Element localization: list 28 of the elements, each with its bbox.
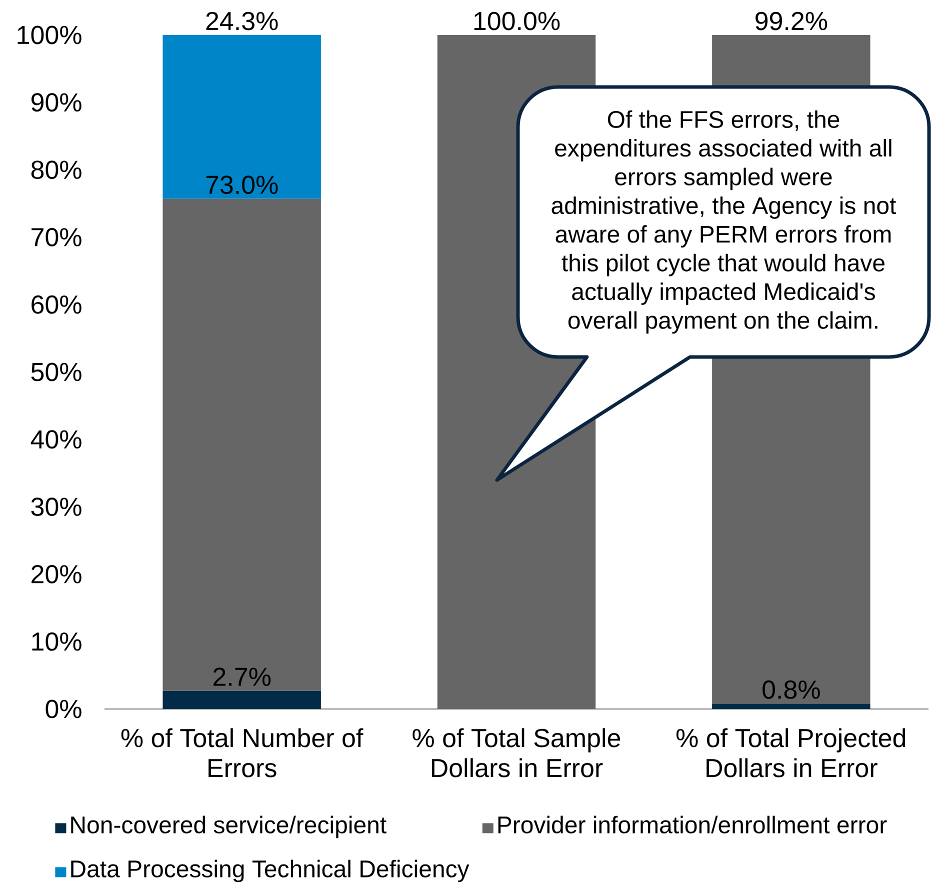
bar [162, 198, 321, 691]
y-tick-label: 90% [31, 93, 82, 112]
y-tick-label: 0% [46, 700, 82, 718]
annotation: Of the FFS errors, the expenditures associated with all errors sampled were administrative, the Agency is not aware of any PERM errors from this pilot cycle that would have actually impacted Medicaid's overall payment on the claim. [552, 110, 896, 334]
y-tick-label: 70% [32, 228, 82, 246]
data-label: 24.3% [206, 12, 278, 30]
data-label: 100.0% [474, 12, 560, 30]
y-tick-label: 30% [31, 498, 82, 516]
legend-label: Non-covered service/recipient [71, 816, 386, 838]
y-tick-label: 50% [31, 362, 82, 382]
y-tick-label: 100% [18, 26, 82, 44]
legend-label: Data Processing Technical Deficiency [71, 860, 470, 882]
y-tick-label: 10% [32, 632, 82, 651]
bar [712, 704, 870, 709]
y-tick-label: 80% [31, 160, 82, 179]
y-tick-label: 60% [32, 295, 82, 314]
x-tick-label: % of Total Projected Dollars in Error [676, 728, 906, 778]
data-label: 73.0% [206, 176, 278, 194]
data-label: 2.7% [214, 668, 271, 686]
data-label: 99.2% [756, 12, 828, 30]
x-tick-label: % of Total Sample Dollars in Error [412, 728, 620, 778]
legend-label: Provider information/enrollment error [498, 816, 887, 834]
x-tick-label: % of Total Number of Errors [121, 728, 364, 778]
data-label: 0.8% [762, 680, 820, 699]
y-tick-label: 20% [32, 564, 82, 584]
bar [162, 34, 321, 199]
bar [162, 690, 321, 709]
y-tick-label: 40% [30, 430, 82, 449]
